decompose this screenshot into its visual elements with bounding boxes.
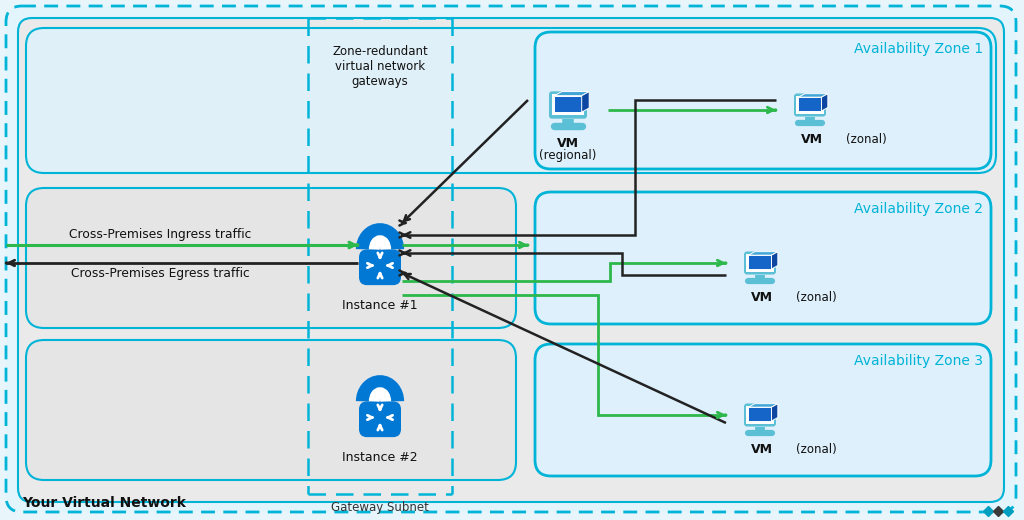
Text: VM: VM — [557, 137, 579, 150]
Polygon shape — [749, 252, 778, 255]
FancyBboxPatch shape — [359, 250, 401, 285]
FancyBboxPatch shape — [535, 32, 991, 169]
Polygon shape — [771, 404, 778, 421]
Polygon shape — [799, 94, 827, 97]
FancyBboxPatch shape — [6, 6, 1016, 512]
Polygon shape — [771, 252, 778, 269]
FancyBboxPatch shape — [18, 18, 1004, 502]
FancyBboxPatch shape — [26, 28, 996, 173]
Text: Instance #1: Instance #1 — [342, 299, 418, 312]
FancyBboxPatch shape — [744, 252, 776, 275]
Polygon shape — [799, 97, 821, 111]
FancyBboxPatch shape — [552, 94, 585, 115]
Text: Zone-redundant
virtual network
gateways: Zone-redundant virtual network gateways — [332, 45, 428, 88]
Text: (zonal): (zonal) — [846, 133, 887, 146]
FancyBboxPatch shape — [549, 92, 587, 119]
FancyBboxPatch shape — [797, 96, 823, 114]
Polygon shape — [749, 404, 778, 407]
Text: Availability Zone 1: Availability Zone 1 — [854, 42, 983, 56]
FancyBboxPatch shape — [535, 344, 991, 476]
Text: VM: VM — [801, 133, 823, 146]
FancyBboxPatch shape — [746, 406, 774, 424]
Text: VM: VM — [751, 291, 773, 304]
Text: Availability Zone 2: Availability Zone 2 — [854, 202, 983, 216]
FancyBboxPatch shape — [744, 404, 776, 426]
FancyBboxPatch shape — [794, 94, 826, 116]
Text: Cross-Premises Egress traffic: Cross-Premises Egress traffic — [71, 267, 250, 280]
Polygon shape — [749, 255, 771, 269]
FancyBboxPatch shape — [26, 340, 516, 480]
Text: Instance #2: Instance #2 — [342, 451, 418, 464]
Polygon shape — [554, 96, 582, 112]
Text: (zonal): (zonal) — [796, 443, 837, 456]
Text: Availability Zone 3: Availability Zone 3 — [854, 354, 983, 368]
FancyBboxPatch shape — [26, 188, 516, 328]
Text: Gateway Subnet: Gateway Subnet — [331, 500, 429, 514]
Text: (zonal): (zonal) — [796, 291, 837, 304]
Text: Your Virtual Network: Your Virtual Network — [22, 496, 186, 510]
Text: Cross-Premises Ingress traffic: Cross-Premises Ingress traffic — [69, 228, 251, 241]
FancyBboxPatch shape — [359, 401, 401, 437]
FancyBboxPatch shape — [535, 192, 991, 324]
Text: VM: VM — [751, 443, 773, 456]
Polygon shape — [821, 94, 827, 111]
Text: (regional): (regional) — [540, 149, 597, 162]
FancyBboxPatch shape — [746, 254, 774, 272]
Polygon shape — [554, 92, 589, 96]
Polygon shape — [582, 92, 589, 112]
Polygon shape — [749, 407, 771, 421]
